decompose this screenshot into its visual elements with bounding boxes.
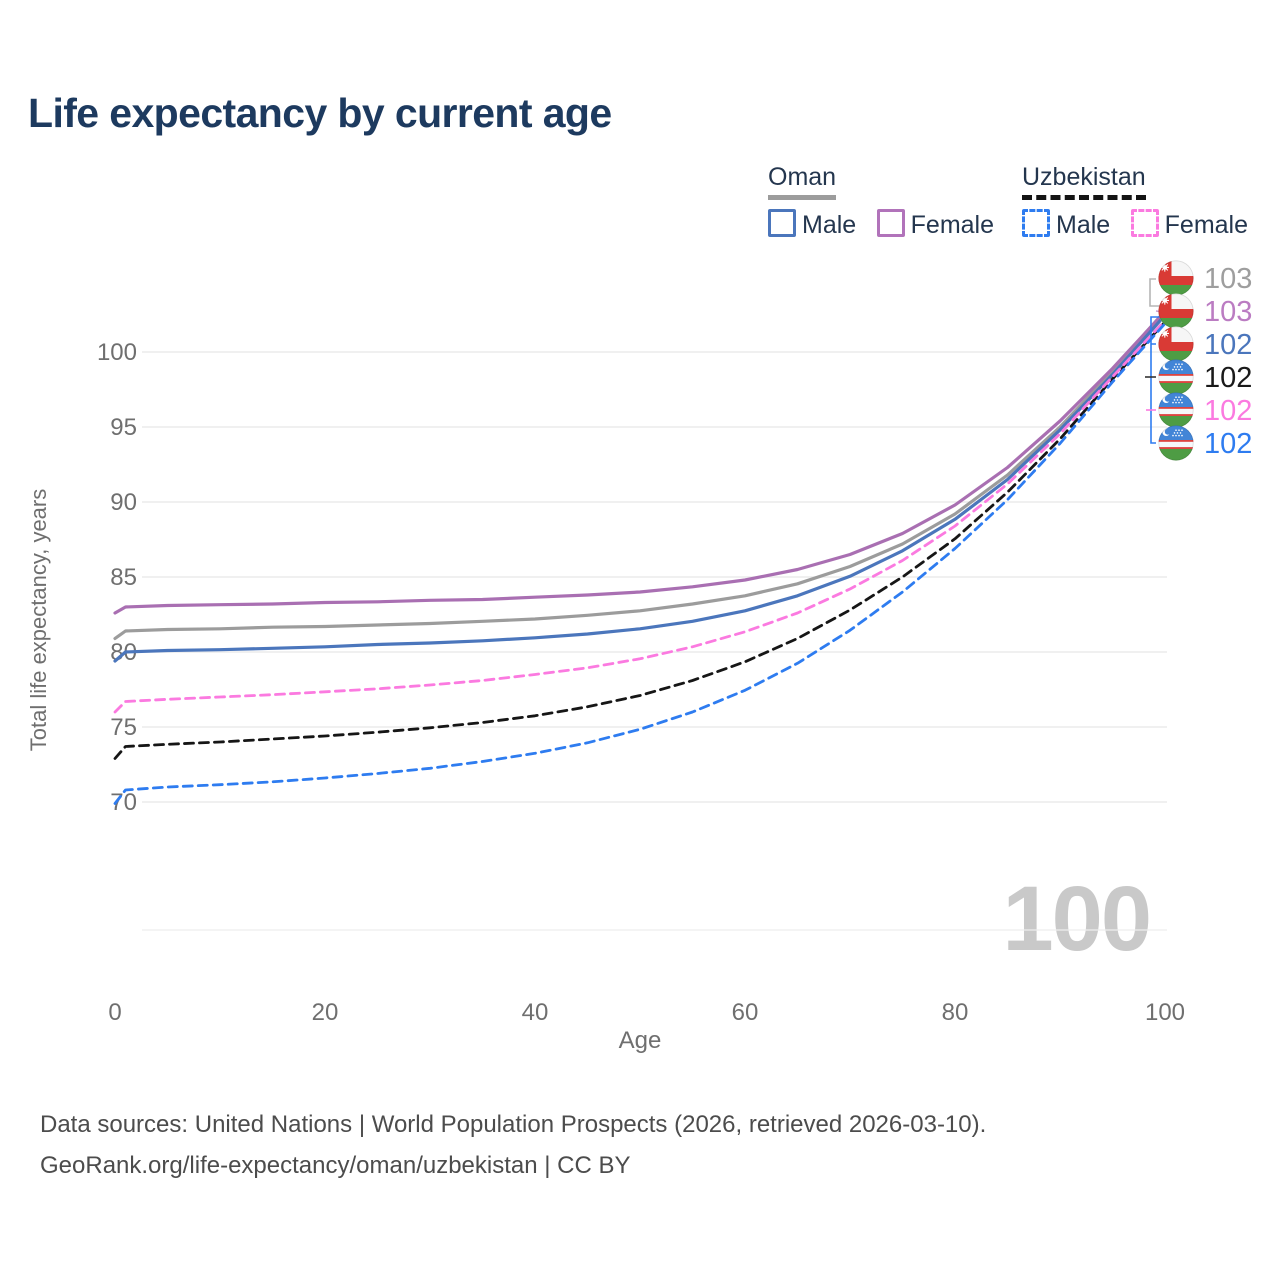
y-tick-100: 100 [97,339,137,366]
y-axis-title: Total life expectancy, years [26,489,51,752]
flag-icon-uz [1158,425,1194,461]
legend-swatch-oman-female[interactable] [876,209,905,237]
x-tick-80: 80 [942,999,969,1026]
legend-country-uzbekistan[interactable]: Uzbekistan [1022,163,1146,200]
flag-icon-uz [1158,392,1194,428]
footer-line-2: GeoRank.org/life-expectancy/oman/uzbekis… [40,1152,631,1179]
x-tick-60: 60 [732,999,759,1026]
curve-oman-both[interactable] [113,309,1167,641]
end-label-uzbekistan-male: 102 [1204,428,1252,460]
curve-uzbekistan-male[interactable] [113,322,1167,805]
legend-swatch-uzbekistan-female[interactable] [1130,209,1159,237]
legend-swatch-oman-male[interactable] [768,209,796,237]
series-curves[interactable] [113,309,1167,805]
end-label-oman-female: 103 [1204,296,1252,328]
legend-label-oman-male[interactable]: Male [802,211,857,239]
leader-oman-both [1149,278,1162,307]
x-tick-labels: 0 20 40 60 80 100 [108,999,1185,1026]
legend-group-uzbekistan: Uzbekistan Male Female [1022,163,1264,240]
end-label-oman-both: 103 [1204,263,1252,295]
x-tick-0: 0 [108,999,121,1026]
gridlines [142,351,1167,803]
y-tick-75: 75 [110,714,137,741]
flag-icon-om [1158,326,1194,362]
legend: Oman Male Female Uzbekistan Male Female [0,0,1280,250]
end-label-uzbekistan-both: 102 [1204,362,1252,394]
leader-bracket-blue [1150,316,1164,444]
curve-uzbekistan-both[interactable] [113,320,1167,760]
end-label-uzbekistan-female: 102 [1204,395,1252,427]
flag-icon-uz [1158,359,1194,395]
y-tick-85: 85 [110,564,137,591]
x-tick-20: 20 [312,999,339,1026]
footer-attribution: Data sources: United Nations | World Pop… [40,1104,986,1186]
y-tick-90: 90 [110,489,137,516]
legend-group-oman: Oman Male Female [768,163,1010,240]
legend-label-oman-female[interactable]: Female [910,211,995,239]
y-tick-95: 95 [110,414,137,441]
curve-oman-male[interactable] [113,313,1167,663]
x-axis-title: Age [619,1027,662,1054]
legend-swatch-uzbekistan-male[interactable] [1022,209,1050,237]
flag-icon-om [1158,260,1194,296]
end-label-oman-male: 102 [1204,329,1252,361]
legend-label-uzbekistan-male[interactable]: Male [1056,211,1111,239]
curve-oman-female[interactable] [113,309,1167,615]
age-watermark: 100 [1003,868,1151,970]
legend-label-uzbekistan-female[interactable]: Female [1164,211,1249,239]
curve-uzbekistan-female[interactable] [113,319,1167,714]
page-title: Life expectancy by current age [28,90,612,136]
footer-line-1: Data sources: United Nations | World Pop… [40,1111,987,1138]
x-tick-40: 40 [522,999,549,1026]
legend-country-oman[interactable]: Oman [768,163,837,200]
x-tick-100: 100 [1145,999,1185,1026]
